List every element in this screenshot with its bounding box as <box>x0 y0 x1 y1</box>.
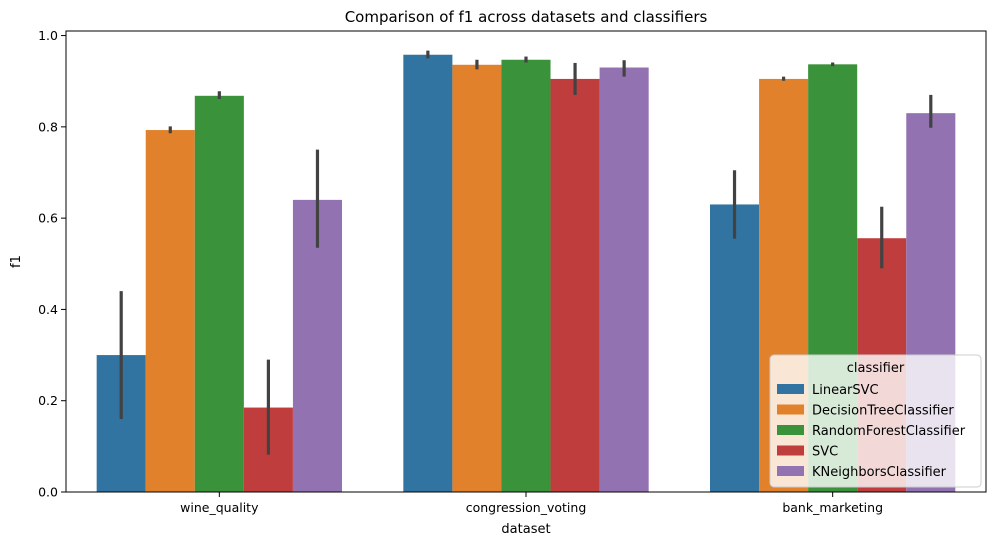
y-axis: 0.0 0.2 0.4 0.6 0.8 1.0 <box>38 28 66 500</box>
bar-LinearSVC-bank_marketing <box>710 204 760 492</box>
y-tick-label: 0.2 <box>38 393 58 408</box>
y-tick-label: 0.0 <box>38 485 58 500</box>
legend-swatch-SVC <box>777 445 804 456</box>
legend-swatch-DecisionTreeClassifier <box>777 404 804 415</box>
chart-title: Comparison of f1 across datasets and cla… <box>345 8 708 26</box>
y-tick-label: 0.8 <box>38 119 58 134</box>
error-bars-layer <box>119 50 933 455</box>
bar-RandomForestClassifier-congression_voting <box>501 59 551 493</box>
legend-title: classifier <box>847 361 905 376</box>
legend-label-LinearSVC: LinearSVC <box>812 383 879 398</box>
bars-layer <box>96 54 956 493</box>
y-axis-label: f1 <box>9 255 24 268</box>
bar-KNeighborsClassifier-congression_voting <box>599 67 649 492</box>
x-tick-label: congression_voting <box>466 500 587 515</box>
bar-KNeighborsClassifier-wine_quality <box>292 199 342 492</box>
bar-LinearSVC-congression_voting <box>403 54 453 493</box>
legend-label-SVC: SVC <box>812 445 838 460</box>
bar-RandomForestClassifier-wine_quality <box>194 95 244 493</box>
y-tick-label: 0.4 <box>38 302 58 317</box>
legend-label-RandomForestClassifier: RandomForestClassifier <box>812 424 966 439</box>
legend-label-DecisionTreeClassifier: DecisionTreeClassifier <box>812 404 954 419</box>
y-tick-label: 0.6 <box>38 211 58 226</box>
x-tick-label: bank_marketing <box>782 500 883 515</box>
x-axis: wine_quality congression_voting bank_marke… <box>180 492 883 515</box>
x-tick-label: wine_quality <box>180 500 259 515</box>
y-tick-label: 1.0 <box>38 28 58 43</box>
legend-swatch-RandomForestClassifier <box>777 425 804 435</box>
legend-label-KNeighborsClassifier: KNeighborsClassifier <box>812 465 947 480</box>
bar-DecisionTreeClassifier-wine_quality <box>145 130 195 492</box>
x-axis-label: dataset <box>501 522 550 537</box>
legend-swatch-LinearSVC <box>777 384 804 394</box>
legend-swatch-KNeighborsClassifier <box>777 466 804 476</box>
legend: classifier LinearSVC DecisionTreeClassifie… <box>769 354 982 488</box>
legend-box <box>769 354 982 488</box>
bar-SVC-congression_voting <box>550 78 600 492</box>
bar-DecisionTreeClassifier-congression_voting <box>452 64 502 492</box>
